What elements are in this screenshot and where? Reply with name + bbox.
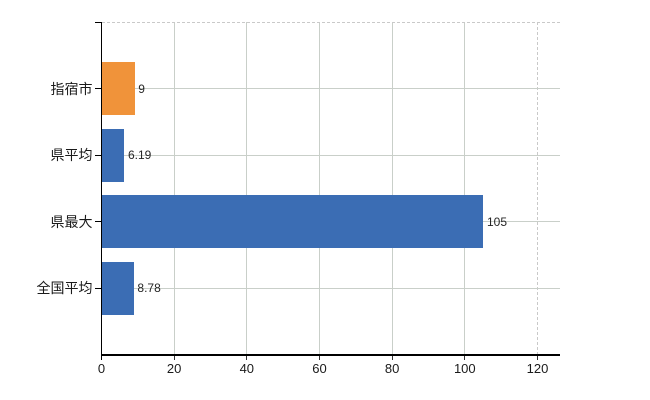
x-tick-mark <box>536 355 538 360</box>
x-axis-line <box>100 354 560 356</box>
gridline-vertical <box>536 22 538 355</box>
gridline-vertical <box>173 22 175 355</box>
x-tick-mark <box>391 355 393 360</box>
y-category-label: 県平均 <box>50 147 93 164</box>
gridline-horizontal <box>101 287 560 289</box>
gridline-vertical <box>246 22 248 355</box>
y-tick-mark <box>94 154 102 156</box>
y-category-label: 指宿市 <box>50 80 93 97</box>
bar-value-label: 105 <box>486 214 507 229</box>
y-tick-mark <box>94 287 102 289</box>
x-tick-mark <box>246 355 248 360</box>
y-tick-mark <box>94 221 102 223</box>
gridline-vertical <box>464 22 466 355</box>
x-tick-label: 100 <box>453 361 476 376</box>
bar-3 <box>102 261 134 315</box>
y-axis-top-tick <box>94 21 102 23</box>
x-tick-label: 0 <box>97 361 106 376</box>
gridline-horizontal <box>101 154 560 156</box>
y-tick-mark <box>94 88 102 90</box>
gridline-vertical <box>391 22 393 355</box>
x-tick-mark <box>173 355 175 360</box>
x-tick-label: 40 <box>239 361 255 376</box>
bar-value-label: 8.78 <box>137 281 161 296</box>
bar-2 <box>102 195 484 249</box>
y-category-label: 全国平均 <box>36 280 93 297</box>
bar-0 <box>102 62 135 116</box>
bar-1 <box>102 128 125 182</box>
x-tick-label: 80 <box>384 361 400 376</box>
y-axis-line <box>100 22 102 360</box>
plot-top-border <box>101 21 560 23</box>
x-tick-mark <box>464 355 466 360</box>
x-tick-label: 60 <box>312 361 327 376</box>
x-tick-label: 120 <box>526 361 549 376</box>
bar-value-label: 9 <box>138 81 145 96</box>
gridline-horizontal <box>101 88 560 90</box>
bar-value-label: 6.19 <box>127 148 152 163</box>
y-category-label: 県最大 <box>50 213 93 230</box>
gridline-vertical <box>318 22 320 355</box>
x-tick-mark <box>318 355 320 360</box>
x-tick-label: 20 <box>166 361 182 376</box>
